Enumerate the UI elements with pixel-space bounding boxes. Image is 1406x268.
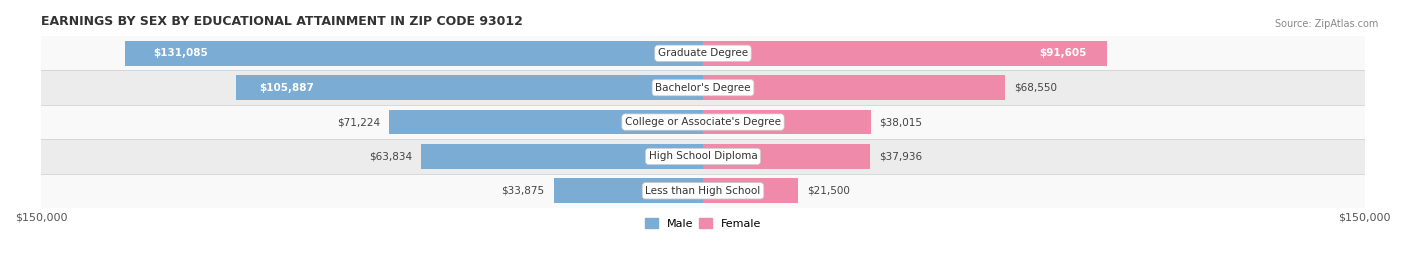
Bar <box>41 139 1365 174</box>
Text: $131,085: $131,085 <box>153 48 208 58</box>
Bar <box>422 144 703 169</box>
Text: $33,875: $33,875 <box>502 186 544 196</box>
Bar <box>554 178 703 203</box>
Bar <box>703 144 870 169</box>
Bar <box>389 110 703 135</box>
Text: $37,936: $37,936 <box>879 151 922 161</box>
Text: $68,550: $68,550 <box>1014 83 1057 93</box>
Text: EARNINGS BY SEX BY EDUCATIONAL ATTAINMENT IN ZIP CODE 93012: EARNINGS BY SEX BY EDUCATIONAL ATTAINMEN… <box>41 15 523 28</box>
Bar <box>703 75 1005 100</box>
Bar <box>41 174 1365 208</box>
Legend: Male, Female: Male, Female <box>640 214 766 233</box>
Text: $105,887: $105,887 <box>259 83 314 93</box>
Bar <box>236 75 703 100</box>
Text: College or Associate's Degree: College or Associate's Degree <box>626 117 780 127</box>
Text: Graduate Degree: Graduate Degree <box>658 48 748 58</box>
Text: $38,015: $38,015 <box>880 117 922 127</box>
Text: Bachelor's Degree: Bachelor's Degree <box>655 83 751 93</box>
Text: Source: ZipAtlas.com: Source: ZipAtlas.com <box>1274 19 1378 29</box>
Bar <box>703 178 797 203</box>
Text: $63,834: $63,834 <box>370 151 412 161</box>
Text: Less than High School: Less than High School <box>645 186 761 196</box>
Bar <box>41 36 1365 70</box>
Bar <box>703 41 1107 66</box>
Text: $71,224: $71,224 <box>337 117 380 127</box>
Bar <box>41 70 1365 105</box>
Bar <box>41 105 1365 139</box>
Bar <box>703 110 870 135</box>
Text: High School Diploma: High School Diploma <box>648 151 758 161</box>
Text: $91,605: $91,605 <box>1039 48 1087 58</box>
Text: $21,500: $21,500 <box>807 186 849 196</box>
Bar <box>125 41 703 66</box>
